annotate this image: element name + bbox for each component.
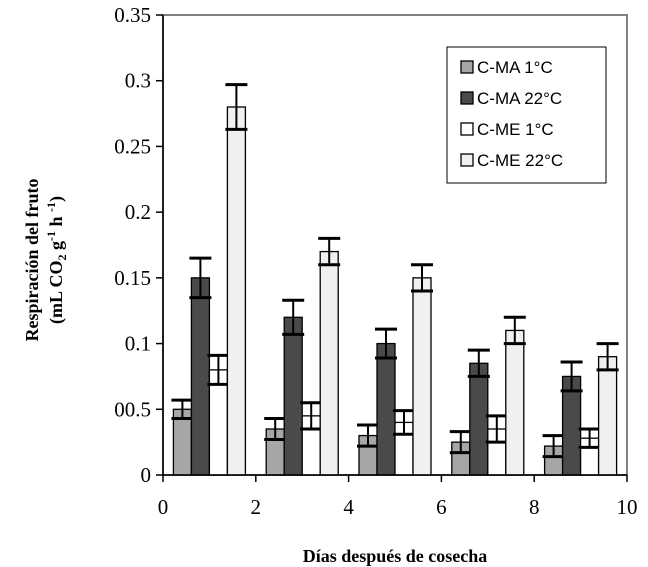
y-tick-label-7: 0.3 (125, 69, 151, 93)
bar-2-4 (469, 362, 489, 476)
y-axis-title-line2: (mL CO2 g-1 h -1) (44, 196, 69, 324)
legend-label-3: C-ME 1°C (477, 120, 554, 139)
y-tick-label-2: 00.5 (114, 397, 151, 421)
x-tick-label-5: 8 (529, 495, 540, 519)
legend-swatch-4 (460, 153, 474, 167)
y-axis-title: Respiración del fruto (mL CO2 g-1 h -1) (22, 179, 69, 342)
y-tick-label-5: 0.2 (125, 200, 151, 224)
bar-4-1 (226, 106, 247, 476)
y-tick-label-4: 0.15 (114, 266, 151, 290)
bar-2-3 (376, 342, 396, 476)
legend-label-1: C-MA 1°C (477, 58, 553, 77)
x-tick-label-1: 0 (158, 495, 169, 519)
plot-area: 0 00.5 0.1 0.15 0.2 0.25 0.3 0.35 0 2 4 6 8 10 C-MA 1°… (114, 3, 637, 519)
legend-label-4: C-ME 22°C (477, 151, 563, 170)
x-tick-label-4: 6 (436, 495, 447, 519)
bar-2-1 (190, 277, 211, 476)
y-tick-label-3: 0.1 (125, 332, 151, 356)
x-tick-label-6: 10 (617, 495, 638, 519)
x-axis-title: Días después de cosecha (303, 546, 488, 566)
legend-swatch-1 (460, 60, 474, 74)
y-tick-label-1: 0 (141, 463, 152, 487)
bar-4-3 (412, 277, 432, 476)
y-tick-label-6: 0.25 (114, 134, 151, 158)
bar-2-2 (283, 316, 303, 476)
y-title-part-3: g (46, 241, 66, 255)
y-tick-label-8: 0.35 (114, 3, 151, 27)
legend-label-2: C-MA 22°C (477, 89, 562, 108)
legend-swatch-2 (460, 91, 474, 105)
y-title-part-2: 2 (55, 255, 69, 261)
bar-4-2 (319, 250, 339, 476)
y-title-part-5: h (46, 212, 66, 231)
y-title-part-1: (mL CO (46, 261, 67, 325)
x-tick-label-3: 4 (343, 495, 354, 519)
y-axis-title-line1: Respiración del fruto (22, 179, 42, 342)
legend-swatch-3 (460, 122, 474, 136)
bar-4-4 (505, 329, 525, 476)
x-tick-label-2: 2 (251, 495, 262, 519)
y-title-part-6: -1 (44, 202, 58, 212)
bar-4-5 (597, 356, 618, 476)
y-title-part-7: ) (46, 196, 67, 202)
y-title-part-4: -1 (44, 231, 58, 241)
